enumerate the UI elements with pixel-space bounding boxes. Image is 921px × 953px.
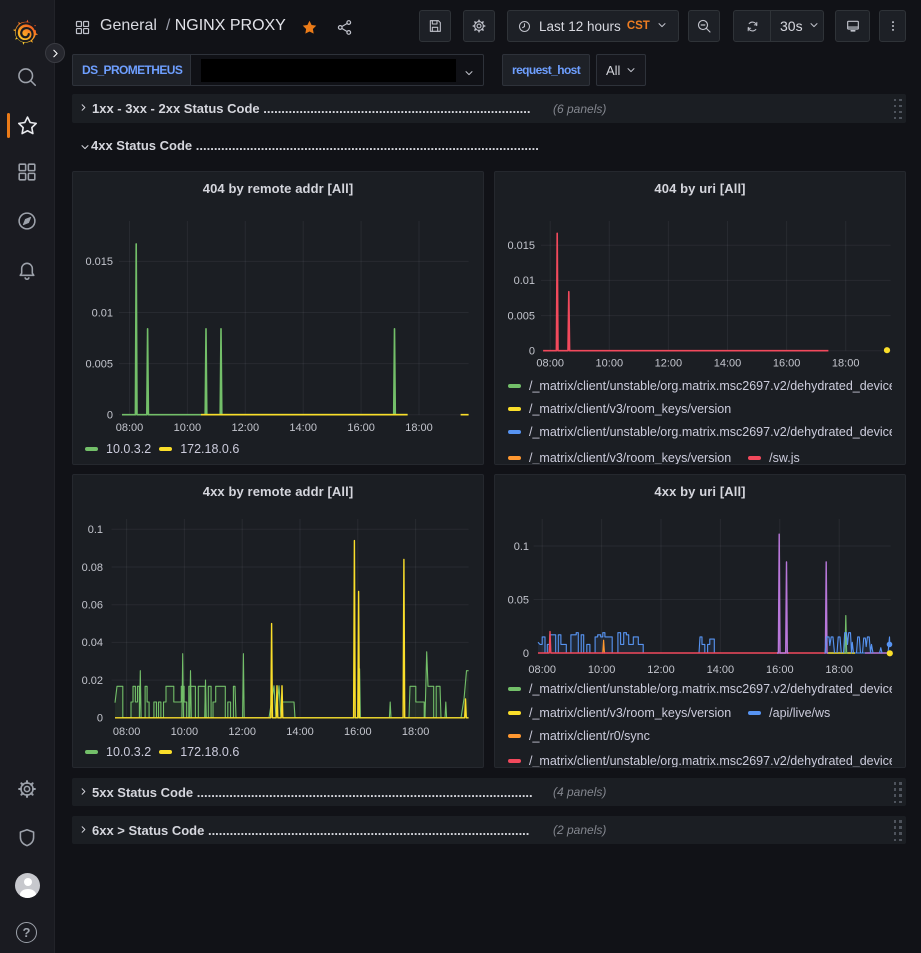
svg-text:08:00: 08:00 bbox=[536, 358, 564, 370]
svg-text:12:00: 12:00 bbox=[647, 664, 675, 676]
svg-text:0.04: 0.04 bbox=[82, 637, 103, 649]
svg-text:0: 0 bbox=[97, 713, 103, 725]
svg-text:0.1: 0.1 bbox=[88, 524, 103, 536]
svg-text:12:00: 12:00 bbox=[228, 726, 256, 738]
svg-text:10:00: 10:00 bbox=[596, 358, 624, 370]
svg-text:0.015: 0.015 bbox=[85, 256, 113, 268]
svg-text:18:00: 18:00 bbox=[825, 664, 853, 676]
svg-text:16:00: 16:00 bbox=[347, 422, 375, 434]
svg-text:10:00: 10:00 bbox=[174, 422, 202, 434]
svg-text:08:00: 08:00 bbox=[116, 422, 144, 434]
svg-text:0.1: 0.1 bbox=[514, 541, 529, 553]
svg-text:18:00: 18:00 bbox=[405, 422, 433, 434]
svg-text:0.01: 0.01 bbox=[514, 275, 535, 287]
svg-text:0: 0 bbox=[107, 410, 113, 422]
svg-text:14:00: 14:00 bbox=[714, 358, 742, 370]
svg-text:16:00: 16:00 bbox=[344, 726, 372, 738]
svg-text:10:00: 10:00 bbox=[588, 664, 616, 676]
svg-text:10:00: 10:00 bbox=[171, 726, 199, 738]
svg-text:08:00: 08:00 bbox=[528, 664, 556, 676]
svg-text:14:00: 14:00 bbox=[289, 422, 317, 434]
svg-text:0.015: 0.015 bbox=[507, 240, 535, 252]
svg-text:0.005: 0.005 bbox=[507, 310, 535, 322]
svg-text:0: 0 bbox=[529, 346, 535, 358]
svg-text:0.06: 0.06 bbox=[82, 600, 103, 612]
svg-text:0.05: 0.05 bbox=[508, 594, 529, 606]
svg-text:12:00: 12:00 bbox=[655, 358, 683, 370]
svg-text:0.005: 0.005 bbox=[85, 358, 113, 370]
svg-text:14:00: 14:00 bbox=[707, 664, 735, 676]
svg-text:14:00: 14:00 bbox=[286, 726, 314, 738]
svg-text:0.02: 0.02 bbox=[82, 675, 103, 687]
svg-text:16:00: 16:00 bbox=[766, 664, 794, 676]
svg-text:0.08: 0.08 bbox=[82, 562, 103, 574]
svg-text:08:00: 08:00 bbox=[113, 726, 141, 738]
svg-text:0.01: 0.01 bbox=[92, 307, 113, 319]
svg-text:18:00: 18:00 bbox=[402, 726, 430, 738]
svg-text:18:00: 18:00 bbox=[832, 358, 860, 370]
svg-text:0: 0 bbox=[523, 648, 529, 660]
svg-text:16:00: 16:00 bbox=[773, 358, 801, 370]
svg-text:12:00: 12:00 bbox=[232, 422, 260, 434]
